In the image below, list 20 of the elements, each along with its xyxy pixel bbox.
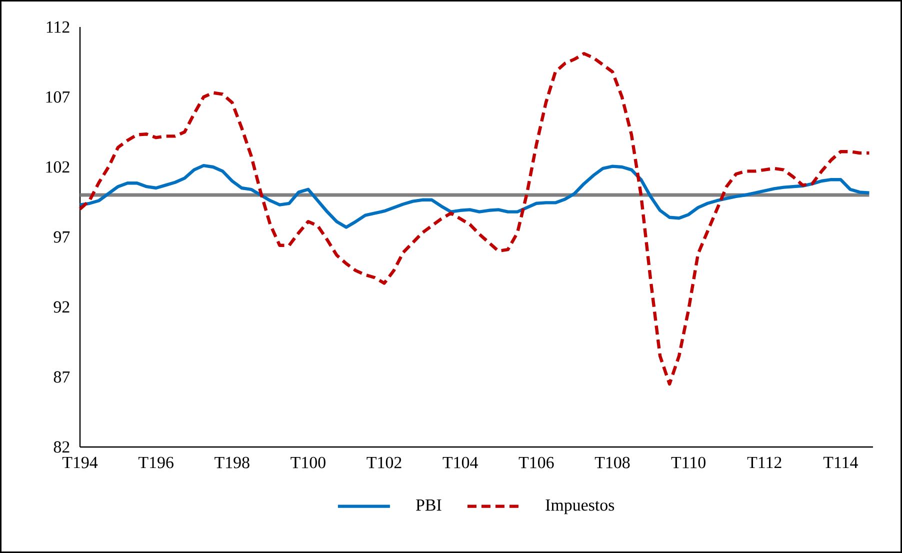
- y-tick-label: 87: [54, 371, 70, 383]
- y-tick-label: 97: [54, 231, 70, 243]
- x-tick-label: T198: [214, 456, 250, 468]
- y-tick-label: 92: [54, 301, 70, 313]
- x-tick-label: T108: [594, 456, 630, 468]
- x-tick-label: T194: [62, 456, 98, 468]
- x-tick-label: T110: [671, 456, 706, 468]
- legend-label: PBI: [416, 499, 442, 511]
- x-tick-label: T100: [290, 456, 326, 468]
- x-tick-label: T106: [518, 456, 554, 468]
- x-tick-label: T196: [138, 456, 174, 468]
- legend-label: Impuestos: [546, 499, 614, 514]
- y-tick-label: 82: [54, 441, 70, 453]
- y-tick-label: 112: [46, 21, 70, 33]
- y-tick-label: 102: [46, 161, 70, 173]
- x-tick-label: T102: [366, 456, 402, 468]
- y-tick-label: 107: [46, 91, 70, 103]
- x-tick-label: T112: [747, 456, 782, 468]
- x-tick-label: T114: [823, 456, 858, 468]
- x-tick-label: T104: [442, 456, 478, 468]
